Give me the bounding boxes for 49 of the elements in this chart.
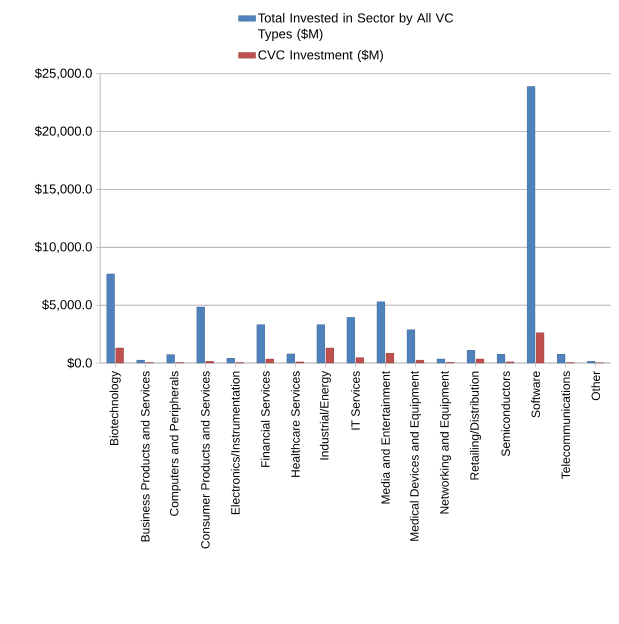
bar <box>316 324 326 364</box>
y-tick-label: $15,000.0 <box>34 184 92 196</box>
x-tick-label: Financial Services <box>260 371 270 467</box>
bar <box>116 348 124 364</box>
bar <box>166 354 175 364</box>
y-tick-label: $5,000.0 <box>42 300 92 311</box>
x-tick-label: Telecommunications <box>561 371 570 479</box>
x-tick-label: Biotechnology <box>110 370 121 445</box>
bar <box>416 360 424 364</box>
bar <box>136 360 145 364</box>
bar <box>286 354 295 364</box>
bar <box>386 353 394 364</box>
x-tick-label: Other <box>591 371 600 400</box>
x-tick-label: Healthcare Services <box>290 371 300 477</box>
bar <box>256 324 265 364</box>
bar <box>346 317 356 364</box>
x-tick-label: Medical Devices and Equipment <box>410 370 422 541</box>
x-tick-label: Electronics/Instrumentation <box>230 372 240 514</box>
y-tick-label: $20,000.0 <box>34 126 92 138</box>
legend-label: CVC Investment ($M) <box>258 50 383 62</box>
bar <box>436 358 446 364</box>
x-tick-label: IT Services <box>351 371 360 430</box>
bar <box>466 350 476 364</box>
x-tick-label: Computers and Peripherals <box>170 371 181 516</box>
bar <box>196 306 205 364</box>
y-tick-label: $25,000.0 <box>34 68 92 80</box>
bar <box>496 354 506 364</box>
x-tick-label: Semiconductors <box>501 371 510 456</box>
legend-label: Total Invested in Sector by All VC Types ($M) <box>258 12 454 42</box>
x-tick-label: Consumer Products and Services <box>200 371 210 548</box>
bar <box>226 358 235 364</box>
bar <box>266 358 274 364</box>
bar <box>356 357 364 364</box>
y-tick-label: $10,000.0 <box>34 242 92 253</box>
x-tick-label: Business Products and Services <box>140 371 150 542</box>
x-tick-label: Networking and Equipment <box>440 370 452 514</box>
bar <box>557 354 566 364</box>
bar <box>326 348 334 364</box>
bar <box>536 332 544 364</box>
x-tick-label: Media and Entertainment <box>381 370 390 504</box>
y-tick-label: $0.0 <box>67 358 92 368</box>
x-tick-label: Software <box>531 371 540 418</box>
x-tick-label: Retailing/Distribution <box>470 372 482 480</box>
x-tick-label: Industrial/Energy <box>320 370 331 460</box>
bar <box>106 274 115 364</box>
bar <box>376 302 386 364</box>
bar <box>527 86 536 364</box>
bar <box>406 330 416 364</box>
bar <box>476 358 484 364</box>
